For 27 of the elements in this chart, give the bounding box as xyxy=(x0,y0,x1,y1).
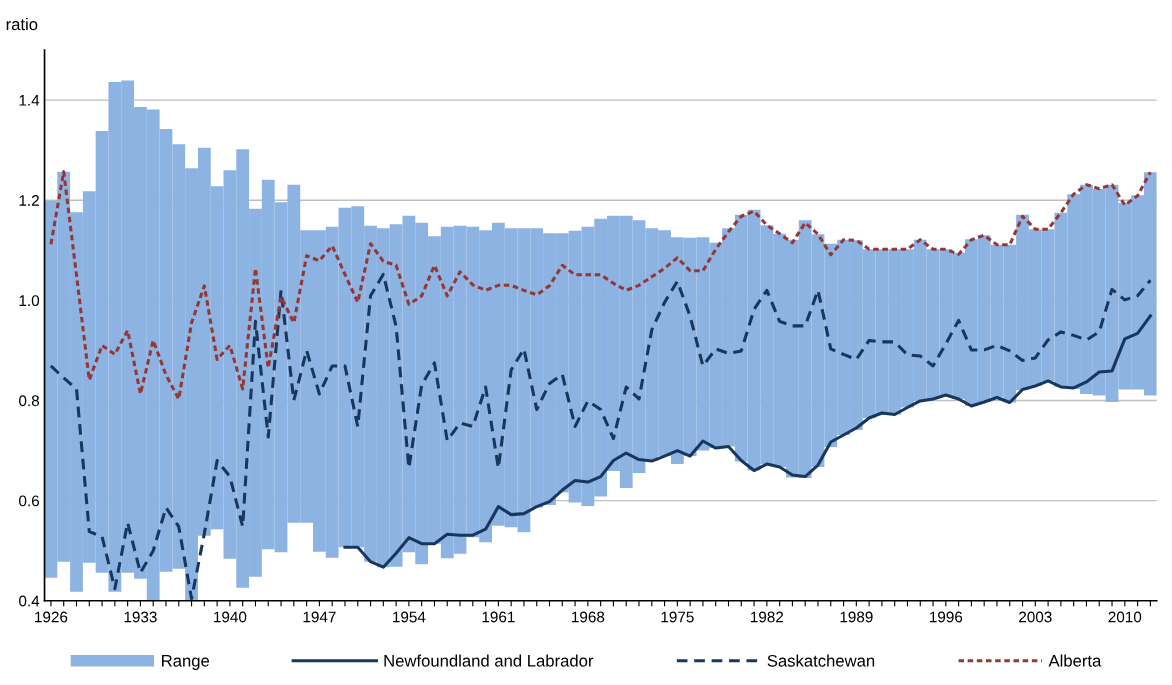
legend-label: Newfoundland and Labrador xyxy=(384,654,594,667)
y-tick-label: 0.4 xyxy=(19,595,40,607)
x-tick-label: 1926 xyxy=(35,611,68,623)
x-tick-label: 2010 xyxy=(1108,611,1142,623)
y-axis-title: ratio xyxy=(6,17,38,31)
line-series xyxy=(49,170,1152,401)
x-tick-label: 1996 xyxy=(930,611,963,623)
x-tick-label: 1989 xyxy=(840,611,873,623)
x-tick-label: 1982 xyxy=(751,611,784,623)
y-tick-label: 1.4 xyxy=(19,95,40,106)
y-tick-label: 0.8 xyxy=(19,395,40,407)
legend-label: Alberta xyxy=(1048,654,1102,667)
x-tick-label: 1940 xyxy=(214,611,247,623)
x-tick-label: 1968 xyxy=(572,611,605,623)
y-tick-label: 1.2 xyxy=(19,195,39,206)
y-tick-label: 0.6 xyxy=(19,495,40,507)
legend-label: Saskatchewan xyxy=(767,654,875,667)
y-tick-label: 1.0 xyxy=(19,295,40,307)
legend-label: Range xyxy=(162,655,210,670)
x-tick-label: 1961 xyxy=(482,611,515,623)
x-tick-label: 1933 xyxy=(124,611,157,623)
line-series xyxy=(49,272,1152,601)
line-series xyxy=(343,314,1152,569)
x-tick-label: 1954 xyxy=(393,611,426,623)
x-tick-label: 2003 xyxy=(1019,611,1052,623)
x-tick-label: 1975 xyxy=(661,611,694,623)
x-tick-label: 1947 xyxy=(303,611,336,623)
